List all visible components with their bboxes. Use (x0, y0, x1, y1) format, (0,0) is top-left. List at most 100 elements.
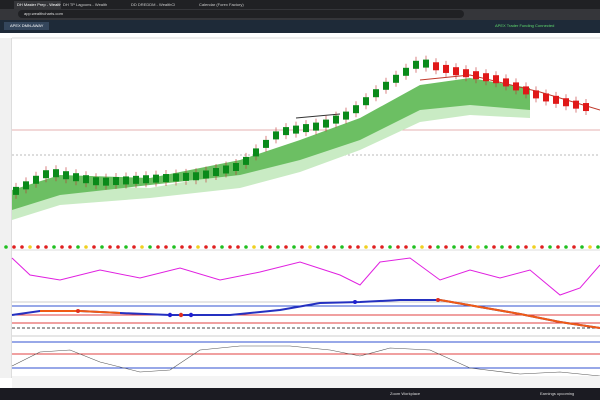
candle (23, 181, 29, 190)
signal (178, 312, 184, 318)
signal-dot (308, 245, 312, 249)
signal-dot (356, 245, 360, 249)
candle (443, 64, 449, 73)
candle (513, 82, 519, 91)
candle (203, 170, 209, 179)
signal-dots (4, 245, 600, 249)
signal-dot (516, 245, 520, 249)
signal-dot (524, 245, 528, 249)
candle (563, 98, 569, 107)
candle (403, 67, 409, 76)
connection: Connected (535, 23, 555, 28)
stochastic (11, 345, 600, 377)
candle (153, 174, 159, 183)
candle (573, 100, 579, 109)
signal-dot (476, 245, 480, 249)
signal-dot (444, 245, 448, 249)
tab[interactable]: DH Master Prep - WealthCharts (14, 1, 61, 9)
candle (473, 71, 479, 80)
signal-dot (428, 245, 432, 249)
candle (553, 95, 559, 104)
candle (343, 111, 349, 120)
signal-dot (60, 245, 64, 249)
signal-dot (460, 245, 464, 249)
taskbar-item[interactable]: Earnings upcoming (540, 391, 575, 396)
candle (273, 131, 279, 140)
signal-dot (28, 245, 32, 249)
signal-dot (4, 245, 8, 249)
signal-dot (100, 245, 104, 249)
tab[interactable]: DH TP Lagoons - WealthCharts (63, 2, 107, 7)
url[interactable]: app.wealthcharts.com (18, 10, 464, 18)
tab[interactable]: DD DREDDM - WealthCharts (131, 2, 175, 7)
signal-dot (124, 245, 128, 249)
signal-dot (84, 245, 88, 249)
candle (63, 171, 69, 180)
signal-dot (92, 245, 96, 249)
signal-dot (380, 245, 384, 249)
signal-dot (596, 245, 600, 249)
signal-dot (564, 245, 568, 249)
signal-dot (276, 245, 280, 249)
signal-dot (116, 245, 120, 249)
candle (43, 170, 49, 179)
cloud (12, 78, 530, 210)
signal-dot (140, 245, 144, 249)
account-button[interactable]: APEX DMN-AWAY (4, 22, 50, 30)
signal-dot (580, 245, 584, 249)
candle (133, 175, 139, 184)
candle (463, 69, 469, 78)
candle (103, 177, 109, 186)
candle (193, 172, 199, 181)
signal-dot (316, 245, 320, 249)
candle (263, 139, 269, 148)
signal-dot (332, 245, 336, 249)
signal-dot (452, 245, 456, 249)
candles (13, 55, 589, 199)
candle (293, 125, 299, 134)
signal-dot (164, 245, 168, 249)
taskbar-item[interactable]: Zoom Workplace (390, 391, 421, 396)
candle (363, 97, 369, 106)
signal-dot (228, 245, 232, 249)
candle (393, 74, 399, 83)
drawn-line (295, 113, 341, 119)
candle (253, 148, 259, 157)
signal-dot (180, 245, 184, 249)
signal-dot (548, 245, 552, 249)
signal-dot (132, 245, 136, 249)
signal-dot (260, 245, 264, 249)
signal (353, 300, 357, 304)
signal-dot (12, 245, 16, 249)
candle (543, 93, 549, 102)
candle (373, 89, 379, 98)
candle (383, 81, 389, 90)
signal-dot (500, 245, 504, 249)
signal (188, 312, 194, 318)
signal-dot (556, 245, 560, 249)
signal-dot (220, 245, 224, 249)
signal-dot (324, 245, 328, 249)
taskbar: Zoom Workplace Earnings upcoming (0, 388, 600, 400)
tab[interactable]: Calendar (Forex Factory) (199, 2, 244, 7)
candle (73, 173, 79, 182)
signal-dot (340, 245, 344, 249)
platform-toolbar: APEX DMN-AWAY APEX Trader Funding Connec… (0, 20, 600, 33)
signal-dot (52, 245, 56, 249)
tab-bar: DH Master Prep - WealthCharts DH TP Lago… (0, 0, 600, 9)
candle (183, 172, 189, 181)
candle (53, 169, 59, 178)
signal-dot (532, 245, 536, 249)
signal-dot (484, 245, 488, 249)
signal-dot (508, 245, 512, 249)
drawing-tools (0, 38, 12, 378)
time-axis (12, 376, 600, 388)
candle (33, 175, 39, 184)
signal-dot (268, 245, 272, 249)
candle (123, 176, 129, 185)
address-bar: app.wealthcharts.com (0, 9, 600, 20)
candle (353, 105, 359, 114)
candle (173, 173, 179, 182)
candle (93, 177, 99, 186)
